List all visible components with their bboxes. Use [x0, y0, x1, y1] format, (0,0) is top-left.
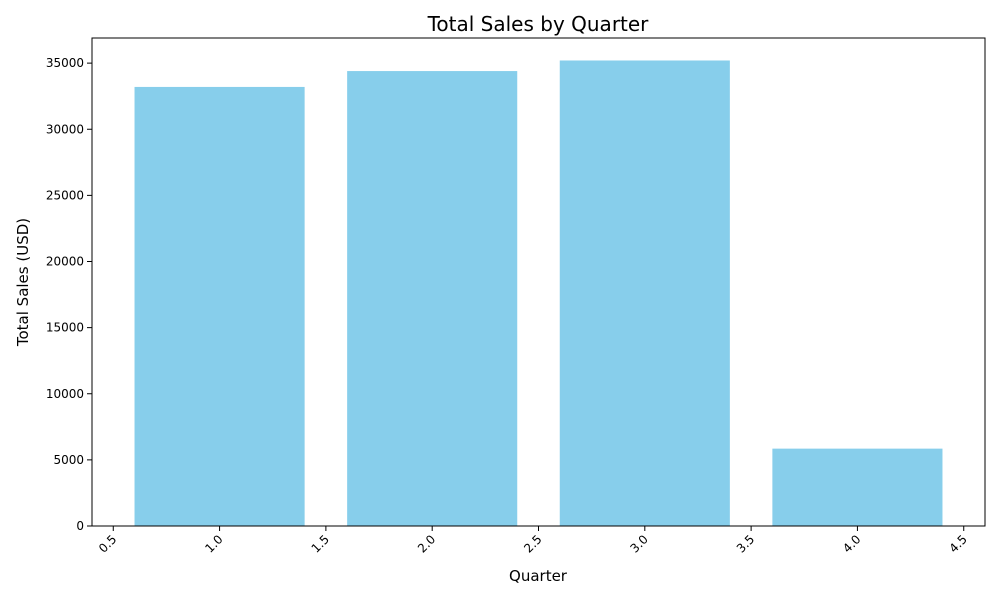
- y-tick-label: 30000: [46, 122, 84, 136]
- plot-frame: [91, 37, 986, 527]
- bar-quarter-1: [134, 86, 305, 526]
- bars-layer: [134, 60, 943, 527]
- y-axis-label: Total Sales (USD): [14, 218, 32, 347]
- x-tick-label: 4.0: [840, 532, 863, 555]
- y-tick-label: 20000: [46, 255, 84, 269]
- y-tick-label: 10000: [46, 387, 84, 401]
- x-tick-label: 2.0: [415, 532, 438, 555]
- x-ticks-layer: 0.5 1.0 1.5 2.0 2.5 3.0 3.5 4.0 4.5: [96, 526, 970, 556]
- x-tick-label: 0.5: [96, 532, 119, 555]
- x-tick-label: 1.5: [309, 532, 332, 555]
- y-tick-label: 25000: [46, 188, 84, 202]
- x-tick-label: 3.5: [734, 532, 757, 555]
- bar-quarter-3: [559, 60, 730, 526]
- y-tick-label: 0: [76, 519, 84, 533]
- bar-quarter-4: [772, 448, 943, 526]
- bar-quarter-2: [347, 71, 518, 527]
- y-tick-label: 5000: [53, 453, 84, 467]
- y-tick-label: 35000: [46, 56, 84, 70]
- x-tick-label: 1.0: [202, 532, 225, 555]
- y-ticks-layer: 0 5000 10000 15000 20000 25000 30000 35000: [46, 56, 92, 533]
- x-tick-label: 4.5: [946, 532, 969, 555]
- chart-title: Total Sales by Quarter: [427, 12, 650, 36]
- x-tick-label: 2.5: [521, 532, 544, 555]
- y-tick-label: 15000: [46, 321, 84, 335]
- x-tick-label: 3.0: [628, 532, 651, 555]
- x-axis-label: Quarter: [509, 567, 568, 585]
